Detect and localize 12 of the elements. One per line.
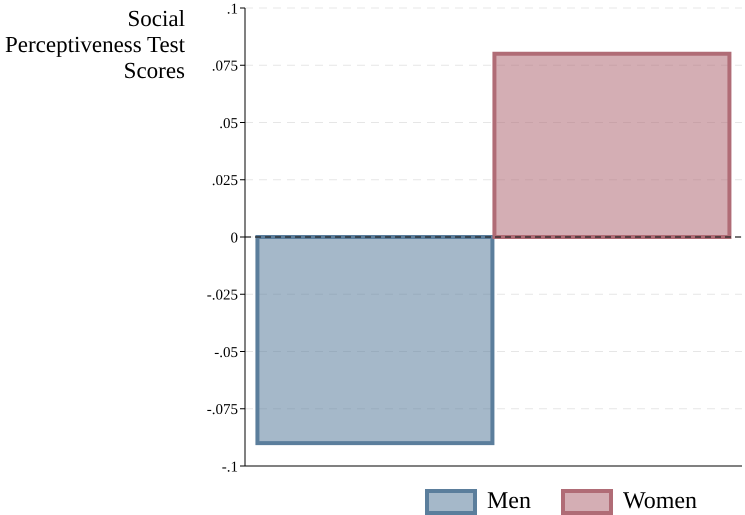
y-axis-title: Social Perceptiveness Test Scores bbox=[5, 6, 186, 84]
y-tick-label: -.025 bbox=[206, 288, 238, 304]
y-tick-label: .025 bbox=[212, 173, 238, 190]
y-tick-label: -.075 bbox=[206, 402, 238, 418]
legend-label: Men bbox=[486, 488, 531, 515]
y-tick-label: -.05 bbox=[214, 344, 238, 361]
y-tick-label: .1 bbox=[226, 1, 238, 18]
y-tick-label: 0 bbox=[230, 230, 238, 246]
y-tick-label: .075 bbox=[212, 58, 238, 75]
y-tick-label: -.1 bbox=[222, 459, 238, 476]
legend-label: Women bbox=[622, 488, 698, 515]
y-tick-label: .05 bbox=[219, 116, 238, 132]
